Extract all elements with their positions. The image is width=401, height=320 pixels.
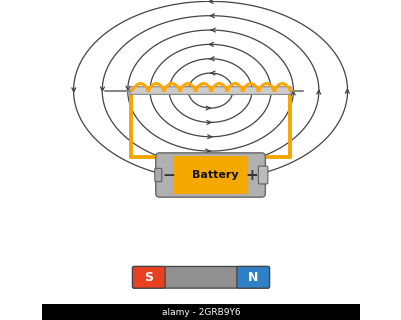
FancyBboxPatch shape: [236, 267, 269, 288]
FancyBboxPatch shape: [155, 153, 265, 197]
Text: +: +: [245, 167, 258, 182]
FancyBboxPatch shape: [132, 267, 165, 288]
FancyBboxPatch shape: [258, 166, 267, 184]
Bar: [42, 304, 359, 320]
Text: N: N: [247, 271, 258, 284]
Text: S: S: [144, 271, 153, 284]
FancyBboxPatch shape: [132, 267, 269, 288]
Text: −: −: [162, 167, 175, 182]
FancyBboxPatch shape: [130, 87, 290, 94]
Text: alamy - 2GRB9Y6: alamy - 2GRB9Y6: [161, 308, 240, 316]
FancyBboxPatch shape: [154, 168, 162, 182]
FancyBboxPatch shape: [172, 156, 247, 194]
Text: Battery: Battery: [192, 170, 238, 180]
